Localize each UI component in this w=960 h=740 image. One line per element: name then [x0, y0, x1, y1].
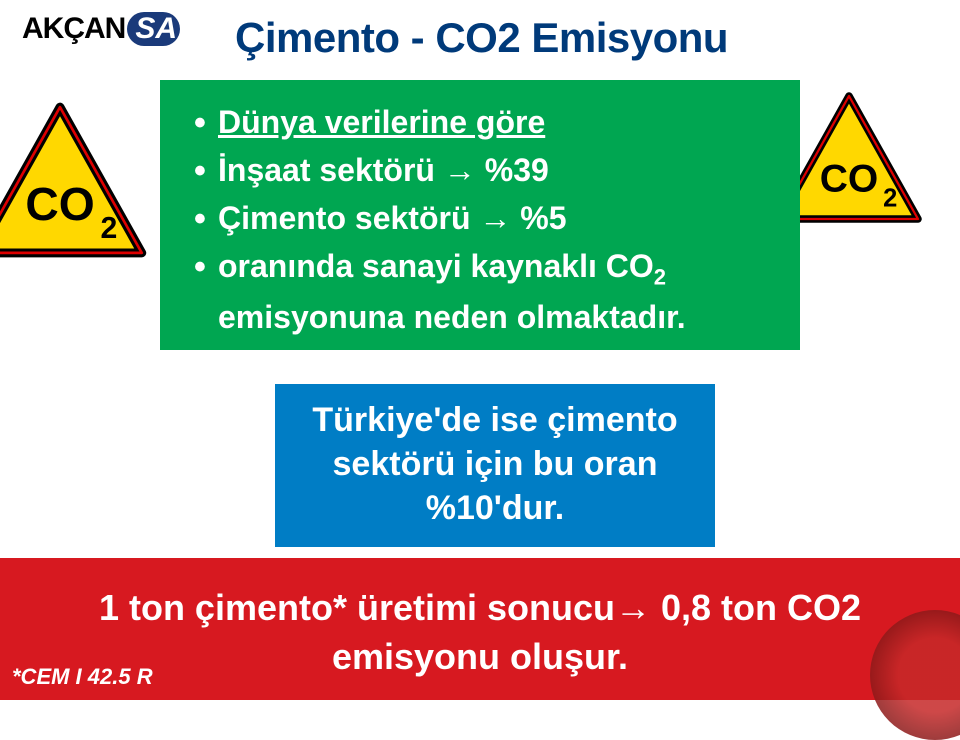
world-data-heading: Dünya verilerine göre — [200, 98, 780, 146]
turkey-line-1: Türkiye'de ise çimento — [285, 398, 705, 442]
brand-logo: AKÇAN S A — [22, 12, 180, 46]
production-line-1: 1 ton çimento* üretimi sonucu→ 0,8 ton C… — [99, 584, 861, 633]
production-emission-panel: 1 ton çimento* üretimi sonucu→ 0,8 ton C… — [0, 558, 960, 700]
world-data-panel: Dünya verilerine göre İnşaat sektörü → %… — [160, 80, 800, 350]
construction-sector-line: İnşaat sektörü → %39 — [200, 146, 780, 194]
logo-pill: S A — [127, 12, 180, 46]
turkey-line-2: sektörü için bu oran — [285, 442, 705, 486]
svg-text:2: 2 — [100, 212, 117, 245]
turkey-line-3: %10'dur. — [285, 486, 705, 530]
page-title: Çimento - CO2 Emisyonu — [235, 14, 728, 62]
production-line-2: emisyonu oluşur. — [332, 633, 628, 682]
logo-text-3: A — [155, 12, 176, 46]
cement-sector-line: Çimento sektörü → %5 — [200, 194, 780, 242]
logo-text-1: AKÇAN — [22, 12, 125, 46]
svg-text:CO: CO — [25, 178, 94, 230]
svg-text:CO: CO — [820, 157, 879, 200]
co2-cause-line: oranında sanayi kaynaklı CO2 emisyonuna … — [200, 242, 780, 341]
co2-warning-icon-left: CO 2 — [0, 100, 150, 260]
logo-text-2: S — [135, 12, 154, 46]
co2-warning-icon-right: CO 2 — [774, 90, 954, 250]
footnote-cem: *CEM I 42.5 R — [12, 664, 153, 690]
svg-text:2: 2 — [883, 184, 897, 212]
turkey-data-panel: Türkiye'de ise çimento sektörü için bu o… — [275, 384, 715, 547]
